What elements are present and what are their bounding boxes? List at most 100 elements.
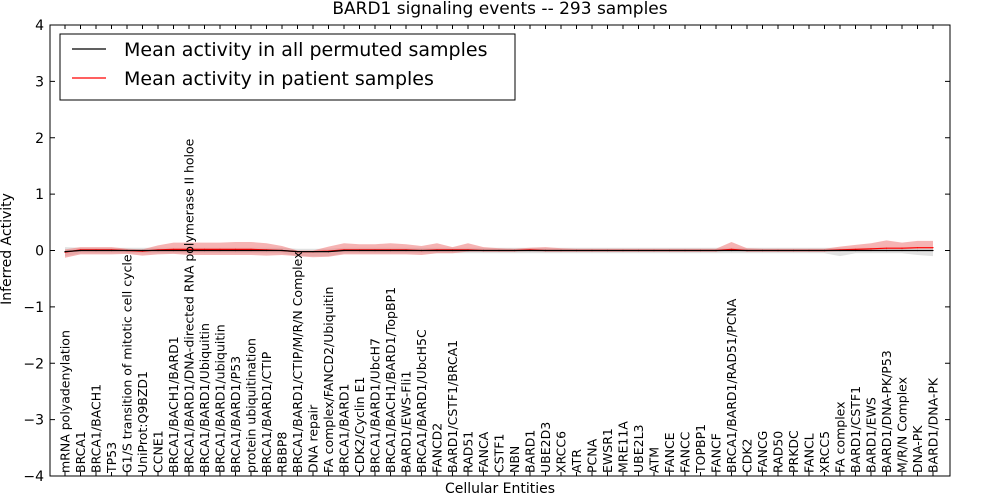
x-tick-label: BRCA1/BARD1/Ubiquitin <box>197 323 212 473</box>
x-tick-label: XRCC6 <box>554 431 569 473</box>
x-tick-label: G1/S transition of mitotic cell cycle <box>120 254 135 473</box>
x-tick-label: PCNA <box>585 438 600 473</box>
y-tick-label: −1 <box>23 300 44 316</box>
y-axis-label: Inferred Activity <box>0 193 15 305</box>
data-point-permuted <box>126 249 128 252</box>
data-point-permuted <box>234 249 237 252</box>
data-point-permuted <box>916 249 919 252</box>
data-point-permuted <box>436 249 438 252</box>
chart-title: BARD1 signaling events -- 293 samples <box>332 0 667 19</box>
x-tick-label: FANCL <box>802 433 817 473</box>
data-point-permuted <box>157 249 159 252</box>
data-point-patient <box>172 248 175 250</box>
x-tick-label: FANCF <box>709 433 724 473</box>
data-point-patient <box>854 248 857 250</box>
x-tick-label: BARD1/DNA-PK/P53 <box>879 350 894 473</box>
data-point-permuted <box>110 249 113 252</box>
x-tick-label: DNA repair <box>306 404 321 473</box>
data-point-permuted <box>777 249 779 252</box>
data-point-permuted <box>405 249 407 252</box>
data-point-permuted <box>95 249 97 252</box>
x-tick-label: UBE2L3 <box>631 425 646 474</box>
x-tick-label: MRE11A <box>616 421 631 473</box>
x-tick-label: BRCA1/BACH1 <box>89 384 104 473</box>
data-point-permuted <box>343 249 345 252</box>
x-tick-label: CDK2/Cyclin E1 <box>352 377 367 473</box>
x-tick-label: BARD1 <box>523 430 538 473</box>
y-tick-label: 4 <box>35 18 44 34</box>
data-point-permuted <box>296 251 299 253</box>
data-point-patient <box>188 248 190 250</box>
x-tick-label: BRCA1/BARD1/UbcH7 <box>368 338 383 473</box>
x-tick-label: BRCA1/BARD1/CTIP <box>259 351 274 473</box>
data-point-permuted <box>172 249 175 252</box>
legend: Mean activity in all permuted samples Me… <box>59 33 516 101</box>
x-tick-label: FANCG <box>755 431 770 473</box>
y-tick-label: −4 <box>23 469 44 485</box>
data-point-permuted <box>513 249 516 252</box>
data-point-permuted <box>932 249 934 252</box>
data-point-permuted <box>544 249 547 252</box>
data-point-permuted <box>637 249 640 252</box>
x-tick-label: BARD1/CSTF1 <box>848 386 863 473</box>
x-tick-label: ATR <box>569 449 584 473</box>
x-tick-label: BRCA1/BARD1/UbcH5C <box>414 329 429 473</box>
data-point-permuted <box>250 249 252 252</box>
x-tick-label: UniProt:Q9BZD1 <box>135 371 150 473</box>
data-point-permuted <box>684 249 686 252</box>
x-tick-label: TOPBP1 <box>693 424 708 474</box>
x-tick-label: BRCA1/BARD1/P53 <box>228 356 243 473</box>
data-point-permuted <box>591 249 593 252</box>
data-point-permuted <box>327 251 330 253</box>
data-point-permuted <box>715 249 717 252</box>
data-point-permuted <box>420 249 423 252</box>
data-point-patient <box>901 247 903 249</box>
y-tick-label: −2 <box>23 356 44 372</box>
data-point-patient <box>885 247 888 249</box>
x-tick-label: FANCC <box>678 431 693 473</box>
y-tick-label: 3 <box>35 74 44 90</box>
data-point-permuted <box>746 249 748 252</box>
data-point-patient <box>250 248 252 250</box>
data-point-permuted <box>203 249 206 252</box>
x-tick-label: DNA-PK <box>910 425 925 473</box>
data-point-patient <box>203 248 206 250</box>
data-point-permuted <box>730 249 733 252</box>
x-tick-label: FANCD2 <box>430 423 445 473</box>
x-tick-label: ATM <box>647 447 662 473</box>
data-point-patient <box>932 247 934 249</box>
data-point-permuted <box>839 249 841 252</box>
y-tick-label: 0 <box>35 244 44 260</box>
x-tick-label: RAD50 <box>771 431 786 473</box>
data-point-patient <box>730 248 733 250</box>
data-point-permuted <box>498 249 500 252</box>
x-tick-label: mRNA polyadenylation <box>58 330 73 473</box>
x-tick-label: protein ubiquitination <box>244 338 259 473</box>
data-point-permuted <box>358 249 361 252</box>
x-tick-label: CDK2 <box>740 438 755 473</box>
confidence-bands <box>65 240 933 258</box>
x-tick-label: TP53 <box>104 442 119 474</box>
data-point-permuted <box>374 249 376 252</box>
x-tick-label: BARD1/DNA-PK <box>926 377 941 473</box>
x-tick-label: RBBP8 <box>275 432 290 473</box>
data-point-permuted <box>529 249 531 252</box>
x-tick-label: UBE2D3 <box>538 422 553 473</box>
band-patient <box>65 240 933 258</box>
data-point-patient <box>916 247 919 249</box>
x-tick-label: FA complex <box>833 401 848 473</box>
x-tick-label: BRCA1/BACH1/BARD1/TopBP1 <box>383 287 398 473</box>
x-tick-label: FANCA <box>476 431 491 473</box>
y-axis: 4 3 2 1 0 −1 −2 −3 −4 <box>23 18 950 485</box>
data-point-permuted <box>389 249 392 252</box>
data-point-permuted <box>575 249 578 252</box>
data-point-permuted <box>467 249 469 252</box>
y-tick-label: 2 <box>35 131 44 147</box>
data-point-permuted <box>885 249 888 252</box>
x-tick-label: EWSR1 <box>600 428 615 473</box>
data-point-permuted <box>64 251 66 253</box>
data-point-permuted <box>606 249 609 252</box>
data-point-permuted <box>188 249 190 252</box>
legend-label-patient: Mean activity in patient samples <box>124 68 434 90</box>
x-tick-label: CCNE1 <box>151 430 166 473</box>
